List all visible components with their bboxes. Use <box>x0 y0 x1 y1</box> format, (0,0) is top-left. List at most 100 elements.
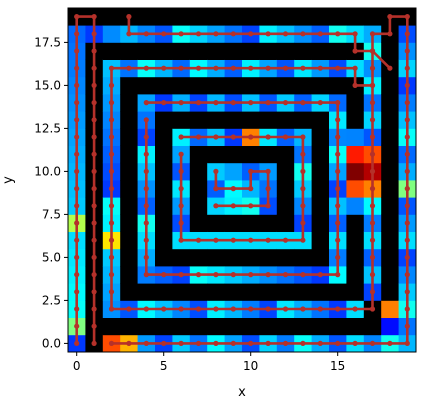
heatmap-cell <box>224 317 243 336</box>
path-point <box>74 289 80 295</box>
path-point <box>282 134 289 140</box>
path-point <box>369 48 376 54</box>
path-point <box>178 306 184 312</box>
path-point <box>369 117 376 123</box>
path-point <box>317 272 323 278</box>
heatmap-cell <box>381 317 399 336</box>
path-point <box>352 65 358 71</box>
path-point <box>74 203 80 209</box>
y-tick-label: 2.5 <box>42 293 61 307</box>
path-point <box>282 306 289 312</box>
x-axis-ticks: 0 5 10 15 <box>73 352 345 373</box>
path-point <box>230 237 236 243</box>
path-point <box>265 237 271 243</box>
path-point <box>195 65 202 71</box>
heatmap-cell <box>294 42 312 60</box>
path-point <box>300 100 306 106</box>
path-point <box>404 100 410 106</box>
heatmap-cell <box>346 214 365 232</box>
heatmap-cell <box>294 76 312 95</box>
path-point <box>335 306 341 312</box>
path-point <box>248 186 254 192</box>
path-point <box>91 14 97 20</box>
heatmap-cell <box>172 42 191 60</box>
path-point <box>282 237 289 243</box>
path-point <box>74 186 80 192</box>
path-point <box>404 186 410 192</box>
heatmap-cell <box>120 248 138 267</box>
heatmap-cell <box>242 317 260 336</box>
path-point <box>74 65 80 71</box>
heatmap-cell <box>102 8 121 26</box>
path-point <box>404 254 410 260</box>
path-point <box>143 272 149 278</box>
path-point <box>178 237 184 243</box>
heatmap-cell <box>172 111 191 129</box>
path-point <box>230 134 236 140</box>
path-point <box>161 340 167 346</box>
heatmap-cell <box>311 76 330 95</box>
path-point <box>369 289 376 295</box>
heatmap-cell <box>381 214 399 232</box>
heatmap-cell <box>155 8 173 26</box>
path-point <box>369 151 376 157</box>
path-point <box>404 237 410 243</box>
path-point <box>230 340 236 346</box>
path-point <box>126 340 132 346</box>
heatmap-cell <box>102 42 121 60</box>
path-point <box>335 237 341 243</box>
path-point <box>213 31 219 37</box>
path-point <box>178 220 184 226</box>
path-point <box>248 203 254 209</box>
heatmap-cell <box>189 76 208 95</box>
heatmap-cell <box>329 283 347 301</box>
heatmap-cell <box>311 248 330 267</box>
heatmap-cell <box>207 8 225 26</box>
x-tick-label: 5 <box>160 359 168 373</box>
path-point <box>213 203 219 209</box>
path-point <box>91 323 97 329</box>
heatmap-cell <box>120 266 138 284</box>
heatmap-cell <box>329 76 347 95</box>
path-point <box>161 306 167 312</box>
path-point <box>248 237 254 243</box>
heatmap-cell <box>381 283 399 301</box>
path-point <box>178 340 184 346</box>
path-point <box>108 151 115 157</box>
heatmap-cell <box>346 145 365 164</box>
path-point <box>248 272 254 278</box>
path-point <box>108 340 115 346</box>
path-point <box>143 340 149 346</box>
y-tick-label: 12.5 <box>34 121 61 135</box>
path-point <box>300 186 306 192</box>
path-point <box>248 306 254 312</box>
path-point <box>213 340 219 346</box>
path-point <box>74 254 80 260</box>
path-point <box>91 340 97 346</box>
path-point <box>91 306 97 312</box>
path-point <box>143 117 149 123</box>
heatmap-cell <box>242 8 260 26</box>
path-point <box>74 340 80 346</box>
path-point <box>74 272 80 278</box>
path-point <box>91 82 97 88</box>
path-point <box>335 134 341 140</box>
path-point <box>178 168 184 174</box>
heatmap-cell <box>363 317 382 336</box>
heatmap-cell <box>259 76 278 95</box>
path-point <box>265 272 271 278</box>
path-point <box>91 272 97 278</box>
heatmap-cell <box>189 111 208 129</box>
path-point <box>108 168 115 174</box>
path-point <box>74 237 80 243</box>
path-point <box>265 168 271 174</box>
heatmap-cell <box>346 248 365 267</box>
path-point <box>265 340 271 346</box>
heatmap-cell <box>189 317 208 336</box>
heatmap-cell <box>259 283 278 301</box>
path-point <box>300 31 306 37</box>
path-point <box>404 82 410 88</box>
heatmap-cell <box>207 214 225 232</box>
heatmap-cell <box>155 42 173 60</box>
heatmap-cell <box>224 8 243 26</box>
